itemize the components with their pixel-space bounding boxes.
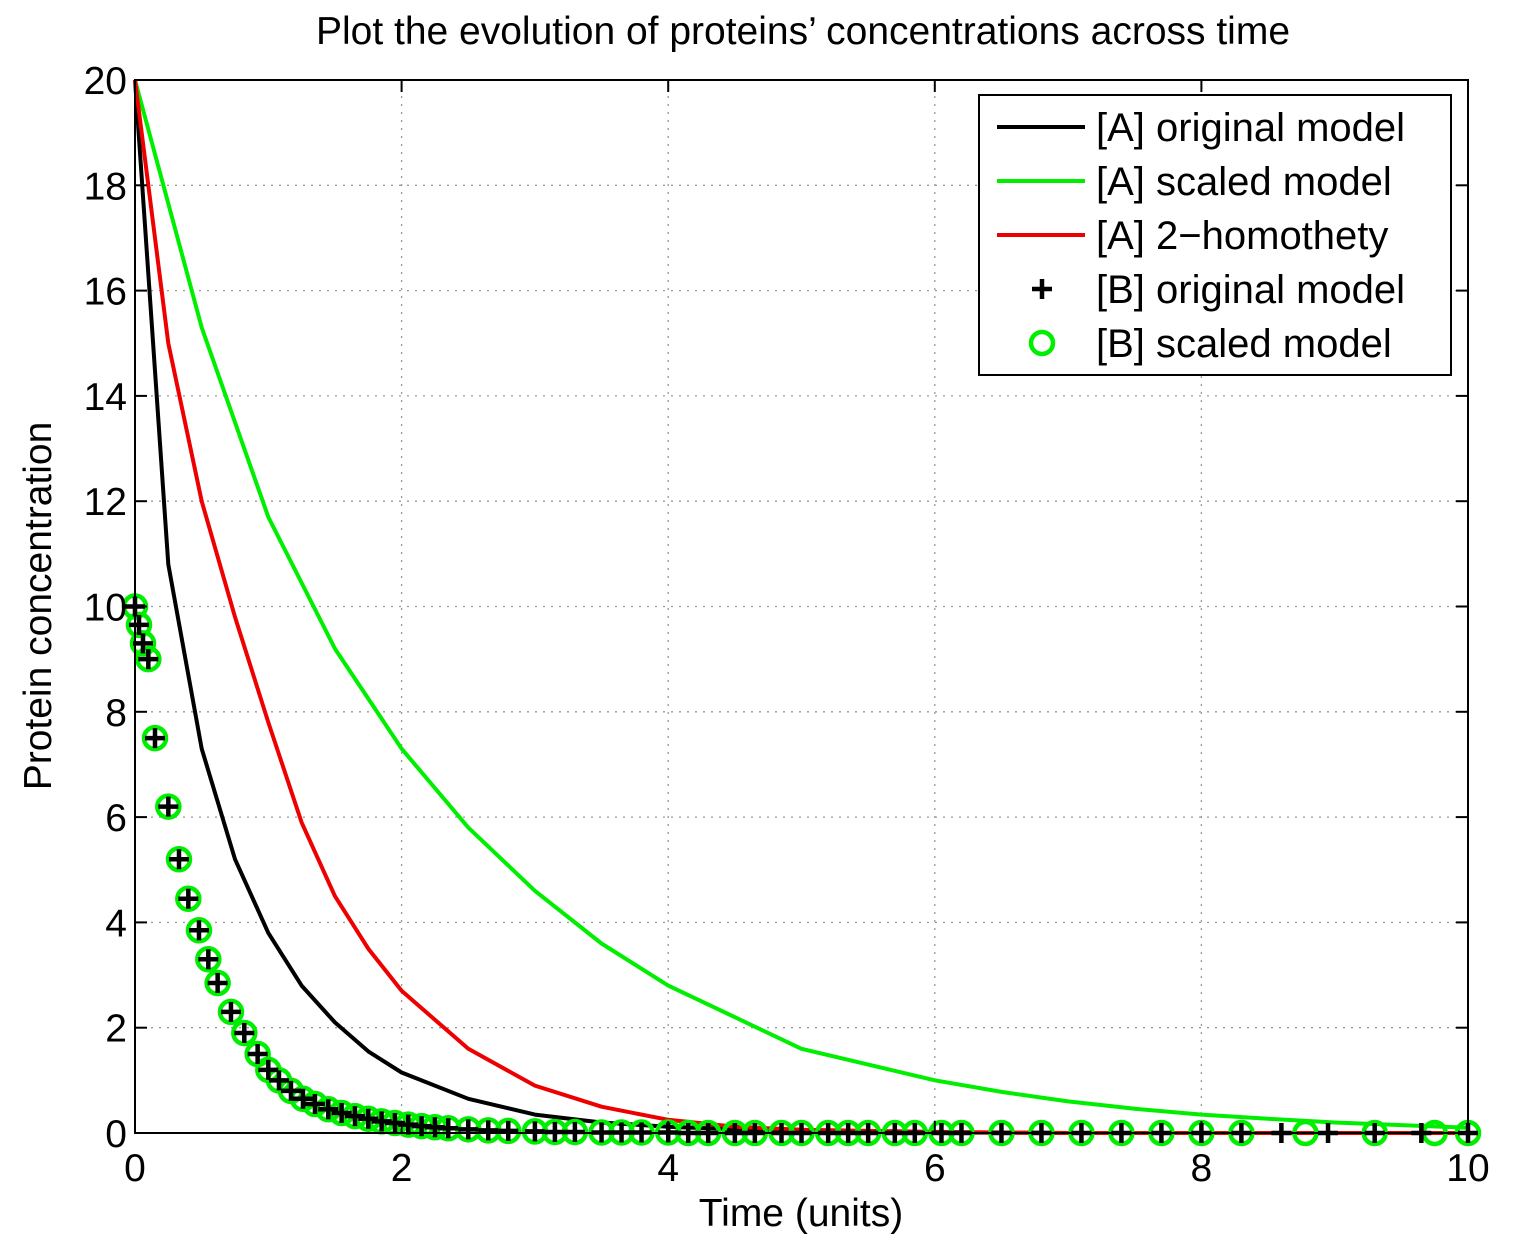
legend-swatch [1028, 329, 1056, 357]
data-point-circle [217, 998, 245, 1026]
legend: [A] original model [A] scaled model [A] 2−… [978, 94, 1452, 376]
series-line [133, 79, 1469, 1130]
data-point-plus [438, 1118, 459, 1139]
legend-swatch [1032, 279, 1052, 299]
data-point-circle [155, 793, 182, 820]
data-point-circle [175, 885, 202, 912]
data-point-plus [458, 1119, 479, 1140]
data-point-plus [188, 920, 209, 941]
y-axis-label: Protein concentration [17, 422, 60, 791]
series-b-original-model [125, 596, 1478, 1143]
data-point-circle [355, 1105, 382, 1133]
data-point-plus [304, 1094, 325, 1115]
x-tick-label: 8 [1191, 1147, 1213, 1190]
y-tick-label: 0 [105, 1113, 127, 1156]
y-tick-label: 16 [84, 271, 127, 314]
data-point-plus [168, 849, 189, 870]
data-point-plus [138, 649, 159, 670]
data-point-circle [204, 969, 231, 997]
legend-item-a-2-homothety: [A] 2−homothety [997, 214, 1388, 258]
data-point-circle [195, 946, 222, 973]
y-tick-label: 14 [84, 376, 127, 419]
data-point-circle [125, 611, 153, 639]
axis-ticks: 0 2 4 6 8 10 0 2 4 6 8 10 12 14 16 18 20 [84, 60, 1490, 1190]
data-point-plus [158, 796, 179, 817]
series-a-scaled-model [133, 79, 1469, 1130]
x-tick-label: 2 [391, 1147, 413, 1190]
data-point-plus [478, 1120, 499, 1141]
legend-label: [A] 2−homothety [1096, 214, 1388, 258]
data-point-plus [220, 1001, 241, 1022]
legend-item-b-original-model: [B] original model [1032, 268, 1405, 312]
y-tick-label: 4 [105, 902, 127, 945]
data-point-plus [207, 972, 228, 993]
data-point-circle [315, 1096, 342, 1123]
y-tick-label: 2 [105, 1008, 127, 1051]
data-point-plus [132, 633, 153, 654]
data-point-plus [198, 949, 219, 970]
x-tick-label: 10 [1446, 1147, 1489, 1190]
data-point-circle [231, 1019, 258, 1047]
data-point-plus [344, 1106, 365, 1127]
data-point-circle [328, 1099, 355, 1127]
data-point-plus [544, 1121, 565, 1142]
data-point-circle [185, 917, 213, 944]
data-point-plus [292, 1088, 313, 1109]
data-point-plus [498, 1120, 519, 1141]
y-tick-label: 20 [84, 60, 127, 103]
data-point-plus [564, 1121, 585, 1142]
data-point-plus [358, 1108, 379, 1129]
x-tick-label: 4 [657, 1147, 679, 1190]
data-point-plus [144, 728, 165, 749]
x-tick-label: 0 [124, 1147, 146, 1190]
y-tick-label: 10 [84, 587, 127, 630]
data-point-plus [268, 1070, 289, 1091]
chart-title: Plot the evolution of proteins’ concentr… [316, 10, 1290, 53]
data-point-circle [341, 1102, 369, 1130]
legend-label: [B] original model [1096, 268, 1405, 312]
series-b-scaled-model [121, 593, 1482, 1147]
data-point-plus [331, 1102, 352, 1123]
y-tick-label: 18 [84, 165, 127, 208]
y-tick-label: 6 [105, 797, 127, 840]
legend-item-a-scaled-model: [A] scaled model [997, 160, 1392, 204]
data-point-plus [178, 888, 199, 909]
legend-label: [B] scaled model [1096, 322, 1392, 366]
legend-label: [A] scaled model [1096, 160, 1392, 204]
data-point-plus [258, 1059, 279, 1080]
legend-item-a-original-model: [A] original model [997, 106, 1405, 150]
data-point-plus [318, 1099, 339, 1120]
legend-item-b-scaled-model: [B] scaled model [1028, 322, 1392, 366]
y-tick-label: 8 [105, 692, 127, 735]
data-point-plus [280, 1080, 301, 1101]
data-point-plus [234, 1022, 255, 1043]
legend-label: [A] original model [1096, 106, 1405, 150]
x-axis-label: Time (units) [699, 1192, 903, 1235]
x-tick-label: 6 [924, 1147, 946, 1190]
data-point-plus [128, 614, 149, 635]
data-point-circle [135, 645, 162, 673]
data-point-plus [247, 1044, 268, 1065]
data-point-circle [141, 724, 169, 752]
y-tick-label: 12 [84, 481, 127, 524]
data-point-plus [524, 1121, 545, 1142]
data-point-circle [165, 845, 193, 873]
data-point-circle [129, 630, 157, 657]
